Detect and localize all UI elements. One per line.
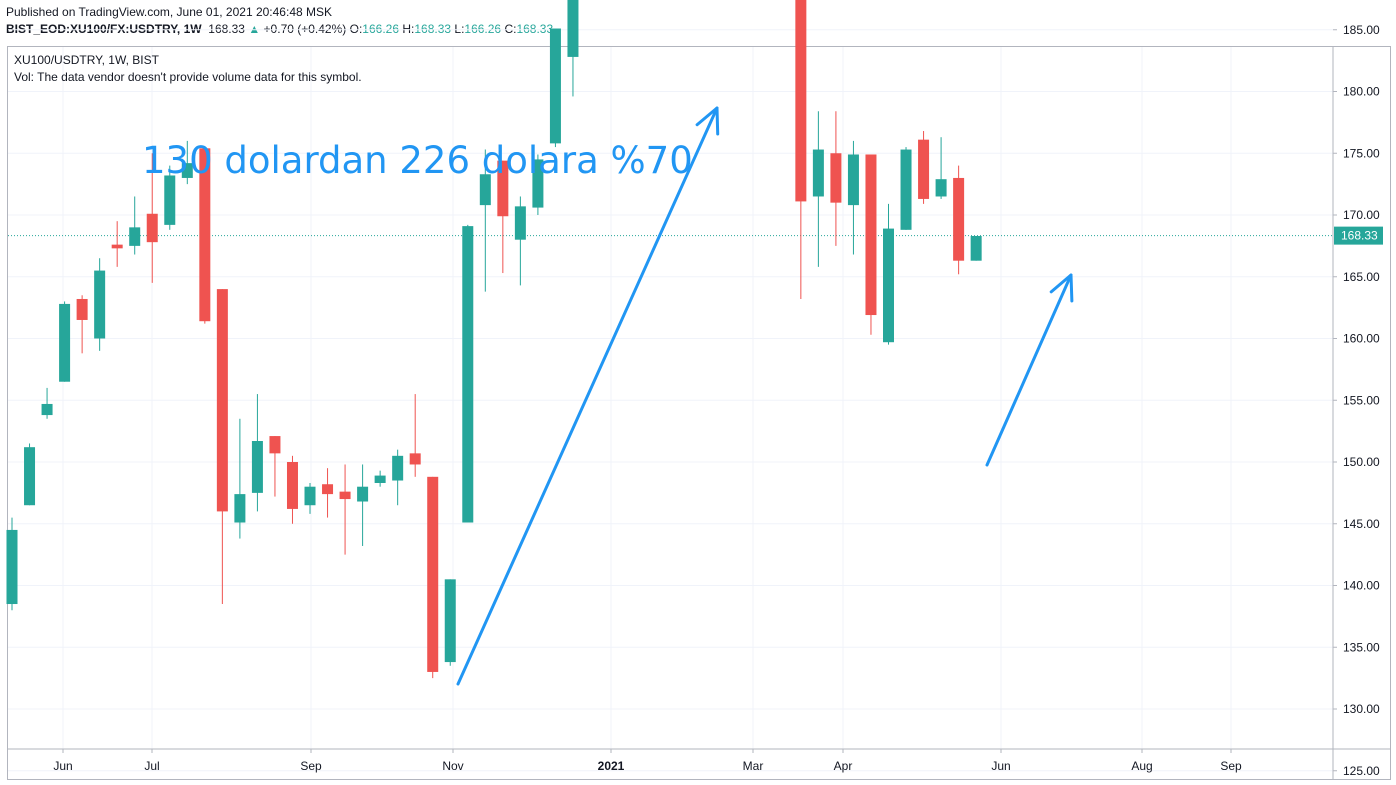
x-tick-label: Aug (1131, 759, 1152, 773)
candle-body[interactable] (6, 529, 18, 605)
candle-body[interactable] (111, 244, 123, 249)
up-arrow-icon: ▲ (248, 22, 261, 36)
x-tick-label: Sep (1220, 759, 1242, 773)
high-label: H: (402, 22, 415, 36)
candle-body[interactable] (339, 491, 351, 500)
y-tick-label: 160.00 (1343, 332, 1380, 346)
candle-body[interactable] (216, 289, 228, 512)
low-label: L: (454, 22, 465, 36)
x-tick-label: Mar (743, 759, 764, 773)
chart-legend-title: XU100/USDTRY, 1W, BIST (14, 53, 159, 67)
candle-body[interactable] (129, 227, 141, 246)
symbol-name: BIST_EOD:XU100/FX:USDTRY, 1W (6, 22, 202, 36)
candle-body[interactable] (865, 154, 877, 316)
candle-body[interactable] (24, 447, 36, 506)
candle-body[interactable] (918, 139, 930, 199)
x-tick-label: 2021 (598, 759, 625, 773)
candle-body[interactable] (462, 226, 474, 523)
y-tick-label: 180.00 (1343, 85, 1380, 99)
symbol-ohlc-line: BIST_EOD:XU100/FX:USDTRY, 1W 168.33 ▲ +0… (6, 22, 553, 36)
published-line: Published on TradingView.com, June 01, 2… (6, 5, 332, 19)
arrow-shaft (985, 273, 1073, 467)
chart-frame (7, 46, 1391, 780)
open-value: 166.26 (362, 22, 399, 36)
y-tick-label: 125.00 (1343, 764, 1380, 778)
price-change: +0.70 (+0.42%) (263, 22, 347, 36)
y-tick-label: 140.00 (1343, 579, 1380, 593)
candle-body[interactable] (76, 298, 88, 320)
candle-body[interactable] (357, 486, 369, 502)
candle-body[interactable] (59, 303, 71, 382)
candle-body[interactable] (847, 154, 859, 206)
candle-body[interactable] (549, 28, 561, 144)
candle-body[interactable] (795, 0, 807, 202)
candle-body[interactable] (532, 159, 544, 208)
close-value: 168.33 (516, 22, 554, 36)
candle-body[interactable] (812, 149, 824, 197)
candle-body[interactable] (514, 206, 526, 240)
candle-body[interactable] (304, 486, 316, 506)
y-tick-label: 150.00 (1343, 455, 1380, 469)
candle-body[interactable] (286, 462, 298, 509)
candle-body[interactable] (181, 163, 193, 178)
candle-body[interactable] (953, 177, 965, 261)
candle-body[interactable] (497, 160, 509, 217)
candle-body[interactable] (41, 403, 53, 416)
arrow-shaft (456, 106, 719, 686)
x-tick-label: Nov (442, 759, 463, 773)
candle-body[interactable] (444, 579, 456, 663)
annotation-text[interactable]: 130 dolardan 226 dolara %70 (142, 139, 693, 182)
last-price-badge-label: 168.33 (1341, 229, 1378, 243)
candle-body[interactable] (164, 175, 176, 225)
candle-body[interactable] (900, 149, 912, 230)
candle-body[interactable] (269, 436, 281, 454)
low-value: 166.26 (464, 22, 502, 36)
candle-body[interactable] (935, 179, 947, 197)
y-tick-label: 175.00 (1343, 146, 1380, 160)
y-tick-label: 155.00 (1343, 393, 1380, 407)
candle-body[interactable] (567, 0, 579, 57)
candle-body[interactable] (251, 441, 263, 493)
candle-body[interactable] (374, 475, 386, 483)
candle-body[interactable] (322, 484, 334, 495)
trend-arrow-up[interactable] (456, 106, 720, 686)
candle-body[interactable] (970, 235, 982, 261)
y-tick-label: 185.00 (1343, 23, 1380, 37)
last-price-badge (1334, 226, 1383, 245)
arrow-head (695, 106, 720, 136)
x-tick-label: Jun (53, 759, 72, 773)
y-tick-label: 130.00 (1343, 702, 1380, 716)
candle-body[interactable] (392, 455, 404, 481)
candle-body[interactable] (199, 148, 211, 322)
y-tick-label: 165.00 (1343, 270, 1380, 284)
x-tick-label: Jun (991, 759, 1010, 773)
x-tick-label: Sep (300, 759, 322, 773)
last-price: 168.33 (208, 22, 245, 36)
projection-arrow-up[interactable] (985, 273, 1074, 467)
arrow-head (1049, 273, 1074, 303)
candle-body[interactable] (146, 213, 158, 243)
volume-note: Vol: The data vendor doesn't provide vol… (14, 70, 362, 84)
candle-body[interactable] (409, 453, 421, 465)
y-tick-label: 145.00 (1343, 517, 1380, 531)
y-tick-label: 170.00 (1343, 208, 1380, 222)
candle-body[interactable] (427, 476, 439, 672)
open-label: O: (349, 22, 363, 36)
close-label: C: (504, 22, 517, 36)
candle-body[interactable] (94, 270, 106, 339)
candle-body[interactable] (479, 174, 491, 206)
candle-body[interactable] (830, 153, 842, 203)
x-tick-label: Jul (144, 759, 159, 773)
candle-body[interactable] (883, 228, 894, 343)
candle-body[interactable] (234, 494, 246, 523)
x-tick-label: Apr (834, 759, 853, 773)
y-tick-label: 135.00 (1343, 640, 1380, 654)
high-value: 168.33 (414, 22, 452, 36)
